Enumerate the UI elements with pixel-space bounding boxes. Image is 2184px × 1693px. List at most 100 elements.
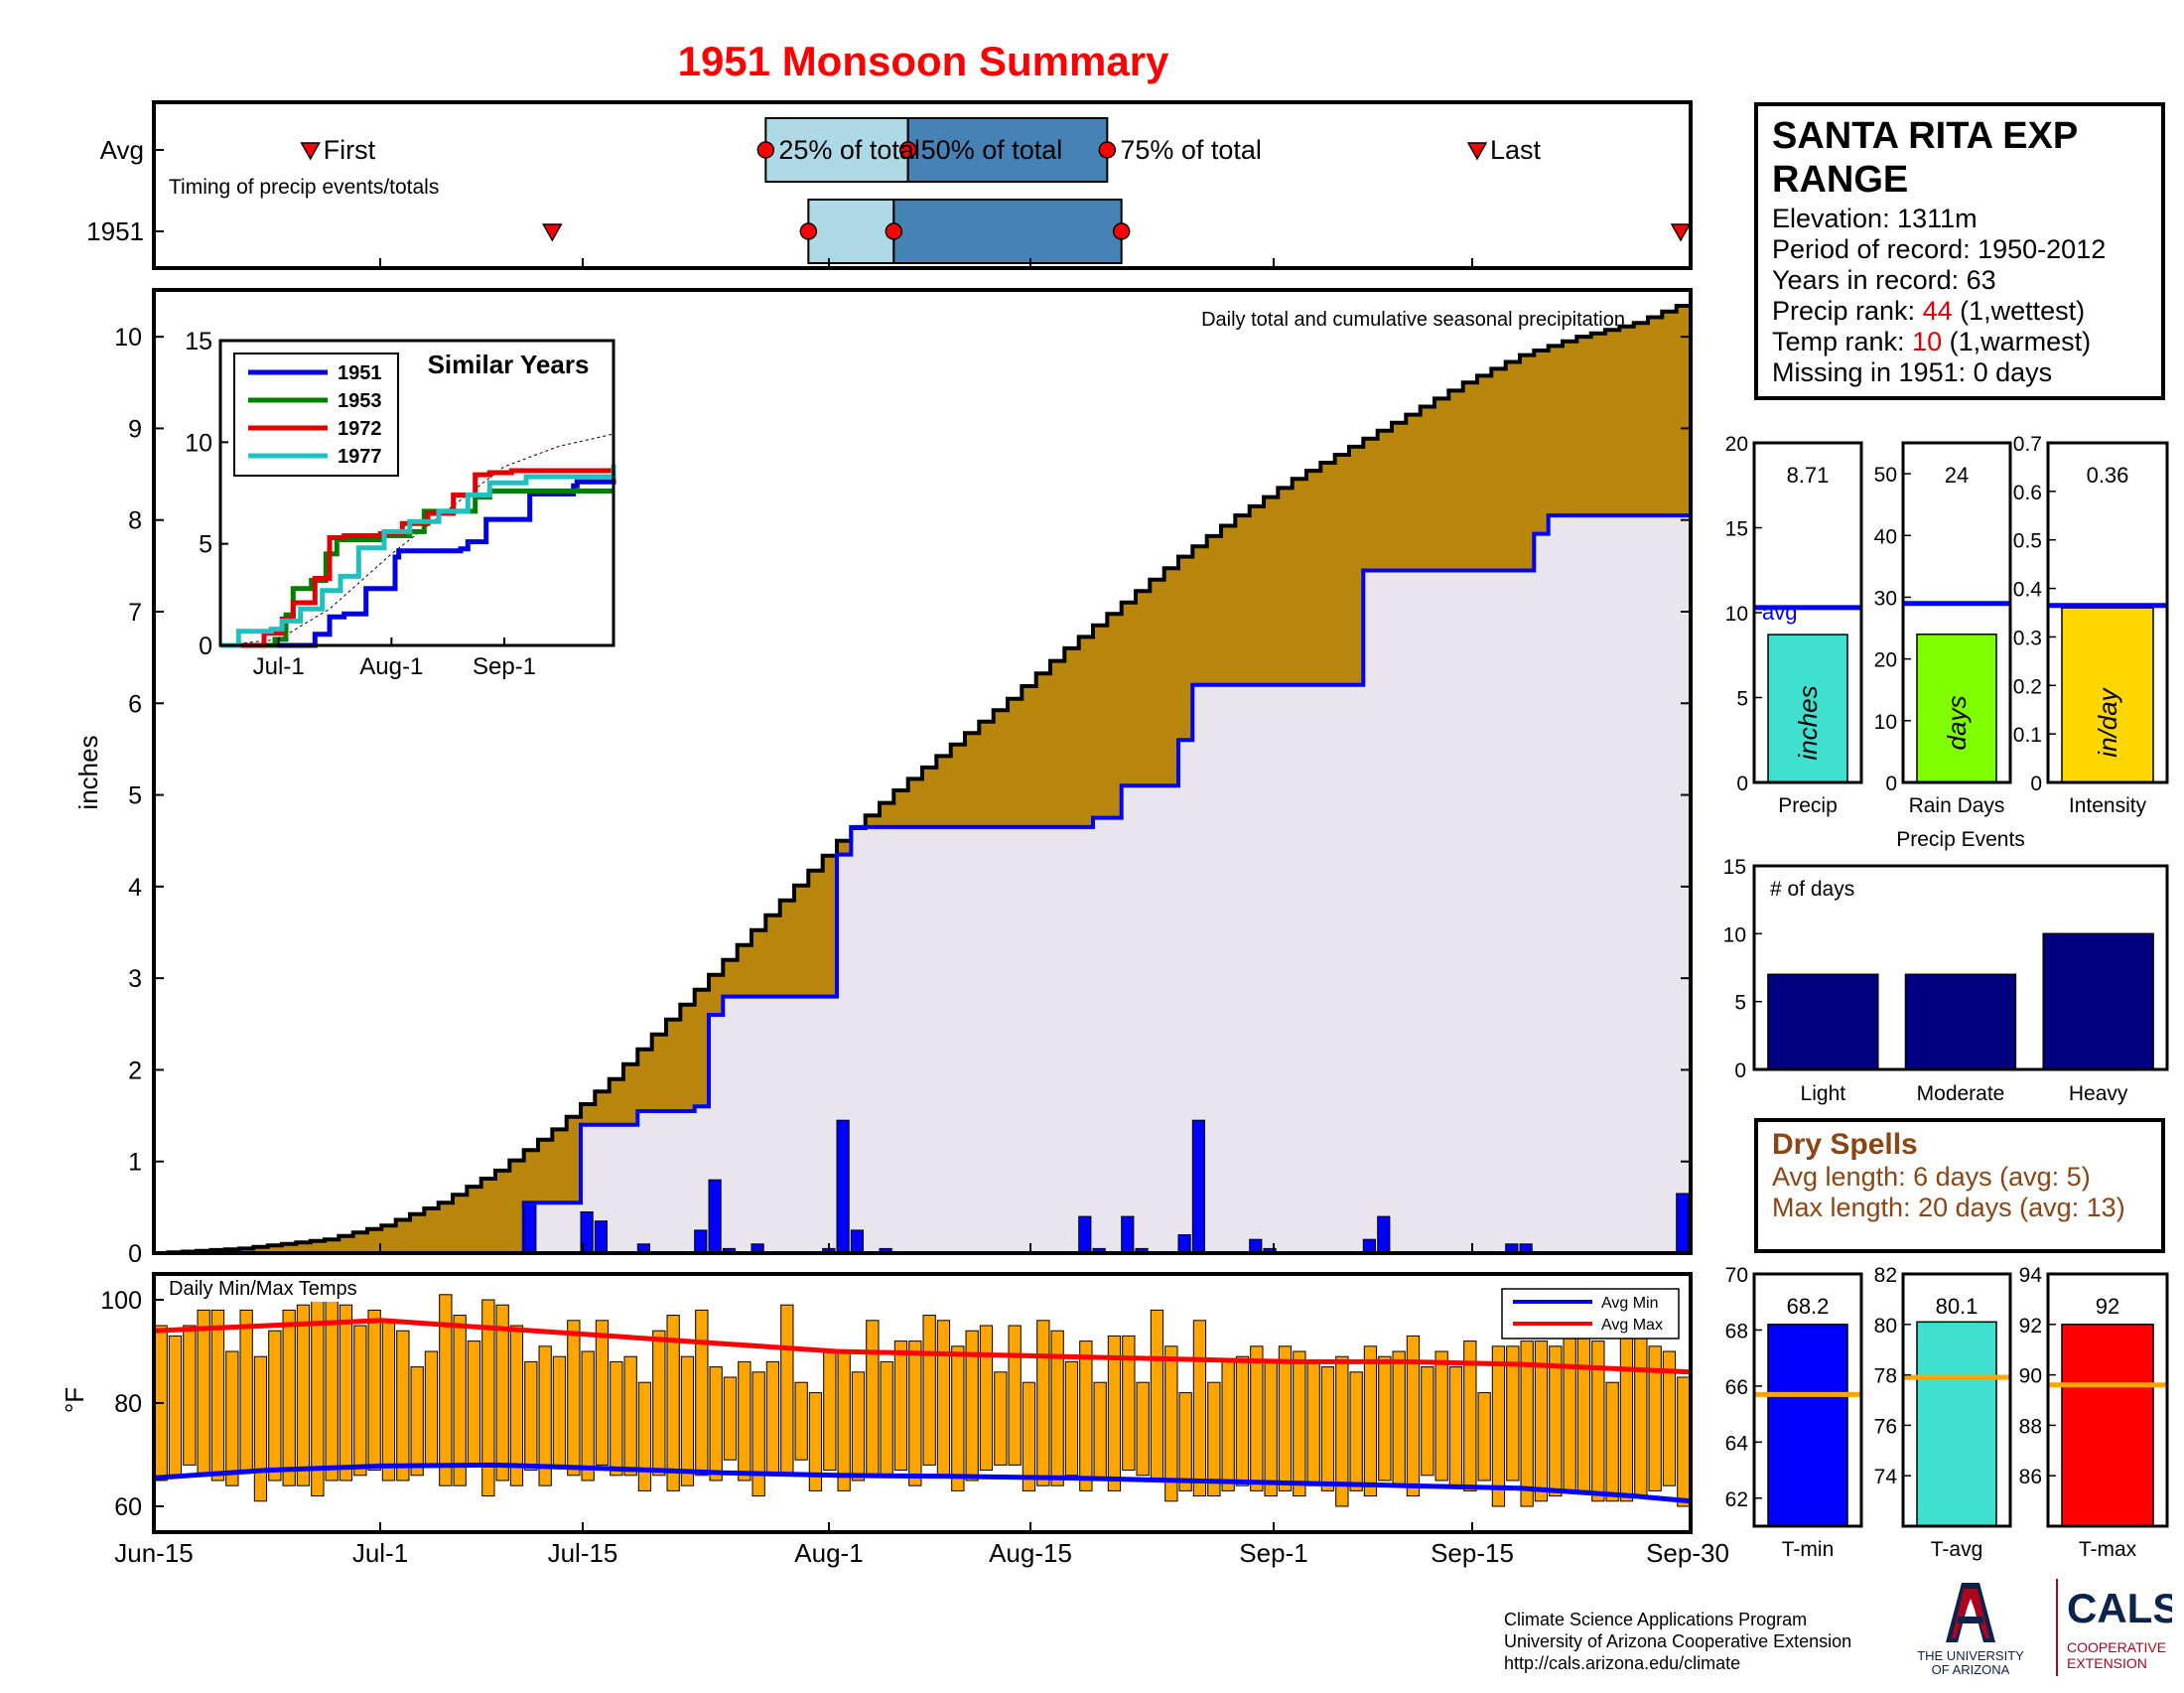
credits-line-3: http://cals.arizona.edu/climate [1504, 1653, 1741, 1673]
temp-rank-line: Temp rank: 10 (1,warmest) [1772, 327, 2147, 357]
page-title: 1951 Monsoon Summary [678, 38, 1169, 84]
temp-y-tick-label: 100 [100, 1287, 142, 1315]
temp-range-bar [922, 1315, 936, 1466]
temp-range-bar [467, 1340, 481, 1466]
rain-days-panel: 0 10 20 30 40 50 24 days Rain Days [1874, 441, 2012, 817]
temp-range-bar [1363, 1345, 1378, 1497]
intensity-panel-label: Intensity [2069, 794, 2147, 817]
precip-total-panel-y-tick-label: 10 [1725, 603, 1748, 626]
temp-rank-value: 10 [1912, 327, 1943, 356]
avg-cumulative-line [154, 300, 1693, 1255]
main-y-tick-label: 3 [128, 965, 142, 993]
temp-range-bar [1278, 1345, 1293, 1491]
intensity-panel-y-tick-label: 0.7 [2013, 433, 2042, 456]
daily-precip-bar [1249, 1238, 1263, 1254]
precip-total-panel-label: Precip [1778, 794, 1838, 817]
rain-days-panel-y-tick-label: 30 [1874, 587, 1897, 610]
rain-days-panel-frame [1901, 441, 2012, 784]
temp-range-bar [296, 1304, 311, 1486]
temp-range-bar [268, 1330, 282, 1481]
temp-range-bar [1107, 1335, 1122, 1491]
avg-box-25-50 [764, 117, 909, 183]
credits-line-1: Climate Science Applications Program [1504, 1610, 1808, 1629]
intensity-panel-frame [2046, 441, 2169, 784]
temp-range-bar [1434, 1350, 1448, 1481]
temp-range-bar [1634, 1330, 1648, 1497]
station-info-box: SANTA RITA EXP RANGE Elevation: 1311m Pe… [1754, 102, 2165, 400]
tmin-panel-frame [1752, 1272, 1863, 1528]
tmin-panel-bar [1767, 1324, 1848, 1527]
temp-range-bar [595, 1320, 610, 1466]
university-of-arizona-logo: THE UNIVERSITY OF ARIZONA [1917, 1583, 2024, 1676]
intensity-panel-y-tick-label: 0 [2030, 773, 2042, 795]
timing-subtitle: Timing of precip events/totals [169, 176, 439, 199]
main-y-tick-label: 7 [128, 599, 142, 627]
main-y-tick-label: 10 [114, 324, 142, 352]
temp-range-bar [168, 1335, 183, 1477]
cals-line-2: EXTENSION [2067, 1655, 2147, 1671]
temp-range-bar [509, 1325, 524, 1486]
timing-row-label: 1951 [86, 216, 144, 246]
tavg-panel-value-label: 80.1 [1936, 1294, 1979, 1319]
year-cumulative-area [154, 456, 1691, 1254]
temp-y-axis-label: °F [60, 1387, 89, 1413]
main-chart-frame [152, 288, 1693, 1255]
temp-range-bar [666, 1315, 680, 1491]
temp-range-bar [396, 1330, 410, 1481]
ua-line-1: THE UNIVERSITY [1917, 1648, 2024, 1663]
daily-precip-bar [1078, 1215, 1092, 1254]
temp-range-bar [1406, 1335, 1421, 1497]
credits: Climate Science Applications Program Uni… [1504, 1609, 1851, 1674]
tmin-panel-y-tick-label: 62 [1725, 1488, 1748, 1511]
daily-precip-bar [1177, 1234, 1191, 1254]
intensity-panel-bar [2061, 607, 2154, 783]
temp-range-bar [581, 1350, 595, 1481]
temp-range-bar [410, 1366, 424, 1477]
tmax-panel-y-tick-label: 88 [2019, 1415, 2042, 1438]
tavg-panel-bar [1916, 1321, 1997, 1527]
intensity-panel-y-tick-label: 0.4 [2013, 579, 2043, 602]
temp-range-bar [524, 1360, 538, 1472]
temp-range-bar [353, 1325, 367, 1477]
temp-range-bar [1662, 1350, 1677, 1486]
tmin-panel-y-tick-label: 68 [1725, 1320, 1748, 1342]
daily-precip-bar [1362, 1238, 1377, 1254]
tmax-panel-label: T-max [2079, 1538, 2137, 1561]
temp-range-bar [979, 1325, 994, 1472]
ua-a-inner [1952, 1589, 1989, 1638]
temp-legend-label-min: Avg Min [1601, 1295, 1659, 1312]
temp-range-bar [424, 1350, 439, 1466]
main-y-tick-label: 2 [128, 1057, 142, 1084]
temp-range-bar [253, 1355, 268, 1502]
temp-range-bar [765, 1360, 780, 1477]
daily-precip-bar [523, 1201, 537, 1254]
precip-total-panel-avg-label: avg [1762, 600, 1797, 625]
precip-events-y-label: # of days [1770, 878, 1854, 901]
x-tick-label: Aug-1 [794, 1538, 863, 1568]
temp-range-bar [951, 1345, 965, 1491]
temp-range-bar [1293, 1350, 1306, 1497]
temp-y-tick-label: 60 [114, 1493, 142, 1521]
precip-events-y-tick-label: 10 [1723, 923, 1746, 946]
station-name: SANTA RITA EXP RANGE [1772, 115, 2078, 201]
inset-legend-label: 1972 [338, 418, 382, 440]
tmax-panel-y-tick-label: 92 [2019, 1315, 2042, 1338]
tavg-panel-y-tick-label: 74 [1874, 1466, 1898, 1488]
temp-range-bar [1093, 1381, 1107, 1481]
dry-spells-max-length: Max length: 20 days (avg: 13) [1772, 1193, 2125, 1222]
temp-range-bar [1178, 1392, 1192, 1491]
temp-range-bar [695, 1309, 709, 1477]
temp-range-bar [723, 1376, 738, 1461]
tmin-panel-y-tick-label: 66 [1725, 1376, 1748, 1399]
temp-range-bar [1320, 1366, 1335, 1491]
temp-range-bar [610, 1360, 623, 1477]
temp-range-bar [1378, 1355, 1392, 1481]
rain-days-panel-y-tick-label: 40 [1874, 525, 1897, 548]
temp-range-bar [1591, 1340, 1605, 1502]
timing-frame [152, 100, 1693, 270]
station-elevation: Elevation: 1311m [1772, 204, 1978, 233]
rain-days-panel-y-tick-label: 0 [1885, 773, 1897, 795]
precip-rank-line: Precip rank: 44 (1,wettest) [1772, 296, 2147, 327]
inset-frame [218, 339, 615, 647]
main-y-tick-label: 9 [128, 415, 142, 443]
